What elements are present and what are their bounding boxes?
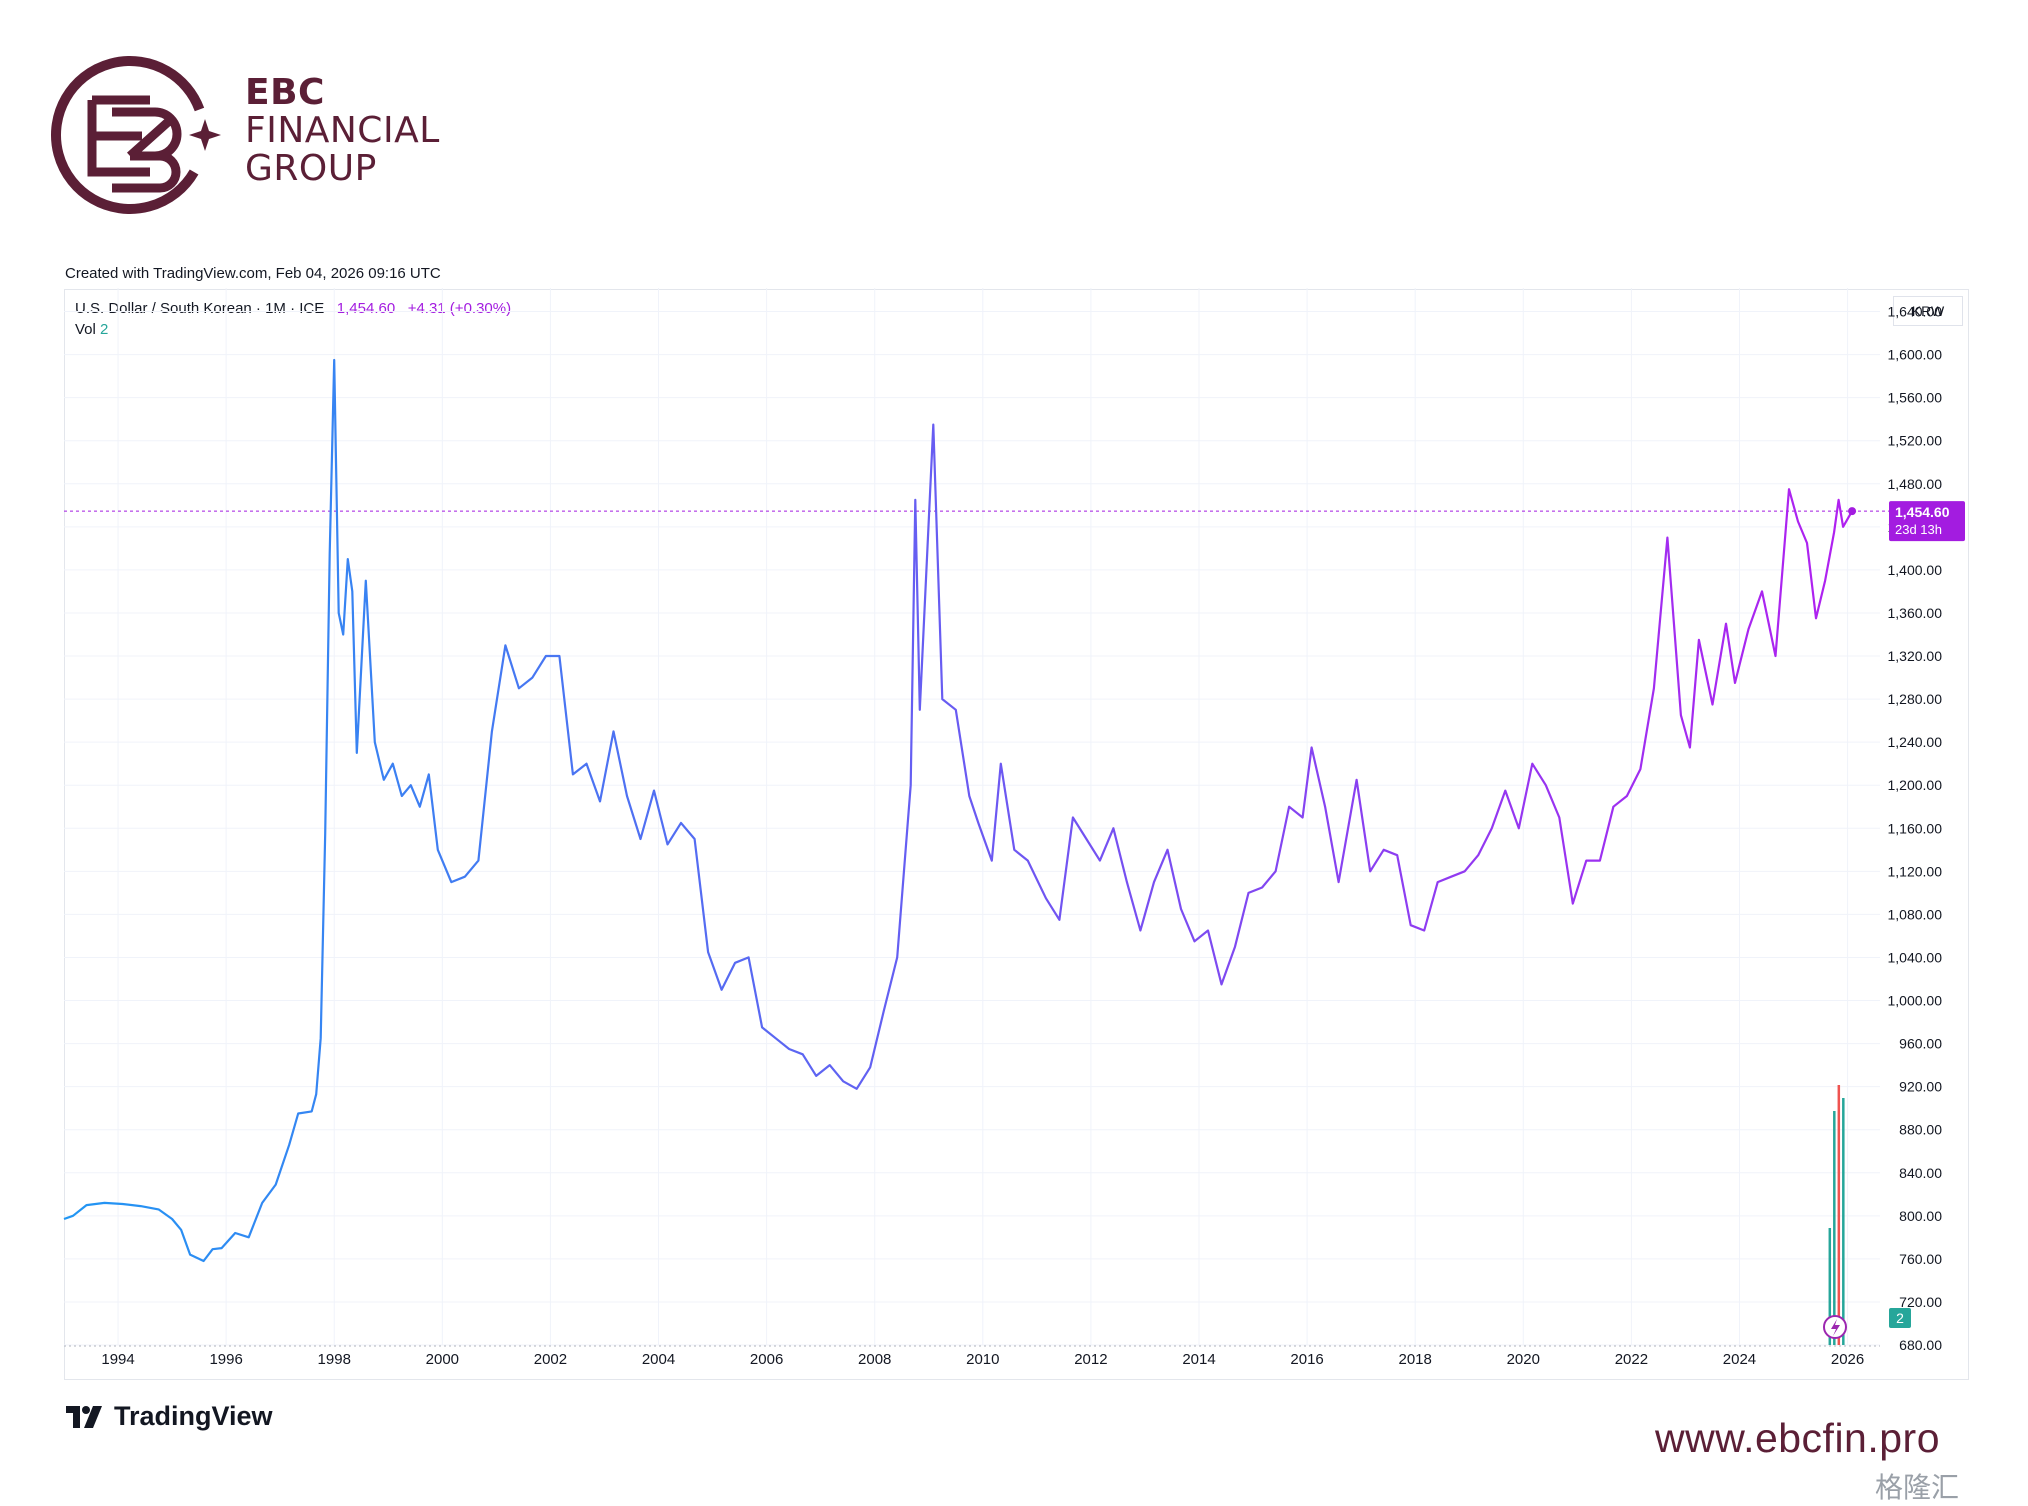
y-tick-label: 1,280.00: [1888, 691, 1943, 707]
y-axis: 1,640.00 1,600.00 1,560.00 1,520.00 1,480.00…: [1888, 304, 1943, 1353]
price-tag-value: 1,454.60: [1895, 504, 1950, 520]
y-tick-label: 1,120.00: [1888, 863, 1943, 879]
x-tick-label: 2026: [1831, 1351, 1864, 1368]
volume-bar: [1842, 1098, 1845, 1345]
y-tick-label: 1,320.00: [1888, 648, 1943, 664]
y-tick-label: 840.00: [1899, 1165, 1942, 1181]
y-tick-label: 1,520.00: [1888, 433, 1943, 449]
volume-bar: [1837, 1085, 1841, 1345]
y-tick-label: 1,080.00: [1888, 906, 1943, 922]
y-tick-label: 1,640.00: [1888, 304, 1943, 320]
y-tick-label: 800.00: [1899, 1208, 1942, 1224]
y-tick-label: 880.00: [1899, 1122, 1942, 1138]
x-tick-label: 2012: [1074, 1351, 1107, 1368]
tradingview-wordmark: TradingView: [114, 1401, 273, 1431]
y-tick-label: 1,240.00: [1888, 734, 1943, 750]
x-tick-label: 1998: [318, 1351, 351, 1368]
x-tick-label: 2018: [1399, 1351, 1432, 1368]
x-tick-label: 2014: [1182, 1351, 1215, 1368]
x-tick-label: 2008: [858, 1351, 891, 1368]
price-tag: 1,454.60 23d 13h: [1889, 501, 1965, 542]
price-change: +4.31 (+0.30%): [407, 300, 512, 317]
volume-tag: 2: [1889, 1308, 1911, 1328]
last-point: [1848, 507, 1857, 516]
x-tick-label: 1996: [209, 1351, 242, 1368]
y-tick-label: 680.00: [1899, 1337, 1942, 1353]
x-tick-label: 2000: [426, 1351, 459, 1368]
y-tick-label: 1,160.00: [1888, 820, 1943, 836]
x-tick-label: 2006: [750, 1351, 783, 1368]
y-tick-label: 1,400.00: [1888, 562, 1943, 578]
volume-legend: Vol 2: [75, 321, 108, 338]
brand-logo: EBC FINANCIAL GROUP: [50, 52, 470, 222]
x-tick-label: 2016: [1290, 1351, 1323, 1368]
x-tick-label: 2020: [1507, 1351, 1540, 1368]
y-tick-label: 1,560.00: [1888, 390, 1943, 406]
y-tick-label: 1,000.00: [1888, 993, 1943, 1009]
price-tag-countdown: 23d 13h: [1895, 522, 1942, 537]
created-note: Created with TradingView.com, Feb 04, 20…: [65, 265, 441, 282]
y-tick-label: 760.00: [1899, 1251, 1942, 1267]
brand-line-1: EBC: [245, 72, 325, 113]
ebc-monogram-logo-icon: [51, 56, 221, 214]
x-tick-label: 2004: [642, 1351, 675, 1368]
tradingview-icon: [66, 1405, 102, 1428]
chart-grid: [64, 288, 1880, 1347]
brand-line-3: GROUP: [245, 148, 377, 189]
y-tick-label: 920.00: [1899, 1079, 1942, 1095]
chart-legend: U.S. Dollar / South Korean · 1M · ICE 1,…: [75, 300, 511, 317]
x-tick-label: 2010: [966, 1351, 999, 1368]
vol-label: Vol: [75, 321, 96, 338]
x-tick-label: 2022: [1615, 1351, 1648, 1368]
chart-frame: [64, 289, 1969, 1380]
brand-line-2: FINANCIAL: [245, 110, 440, 151]
vol-value: 2: [100, 321, 109, 338]
watermark: 格隆汇: [1875, 1472, 1960, 1503]
x-tick-label: 1994: [101, 1351, 134, 1368]
brand-name: EBC FINANCIAL GROUP: [245, 74, 440, 188]
x-axis: 1994 1996 1998 2000 2002 2004 2006 2008 2010 2012…: [101, 1351, 1864, 1368]
y-tick-label: 1,600.00: [1888, 347, 1943, 363]
y-tick-label: 1,480.00: [1888, 476, 1943, 492]
y-tick-label: 1,200.00: [1888, 777, 1943, 793]
symbol-label: U.S. Dollar / South Korean · 1M · ICE: [75, 300, 325, 317]
tradingview-logo: TradingView: [66, 1401, 273, 1432]
x-tick-label: 2024: [1723, 1351, 1756, 1368]
y-tick-label: 960.00: [1899, 1036, 1942, 1052]
y-tick-label: 720.00: [1899, 1294, 1942, 1310]
replay-icon[interactable]: [1823, 1315, 1847, 1339]
series-line: [63, 358, 1854, 1263]
volume-bar: [1833, 1111, 1836, 1345]
currency-label-button[interactable]: KRW: [1893, 296, 1963, 326]
volume-tag-value: 2: [1896, 1310, 1904, 1326]
volume-bars: [1828, 1085, 1845, 1345]
website-url[interactable]: www.ebcfin.pro: [1655, 1415, 1941, 1461]
y-tick-label: 1,360.00: [1888, 605, 1943, 621]
volume-bar: [1828, 1228, 1832, 1345]
x-tick-label: 2002: [534, 1351, 567, 1368]
last-price: 1,454.60: [336, 300, 396, 317]
y-tick-label: 1,040.00: [1888, 949, 1943, 965]
